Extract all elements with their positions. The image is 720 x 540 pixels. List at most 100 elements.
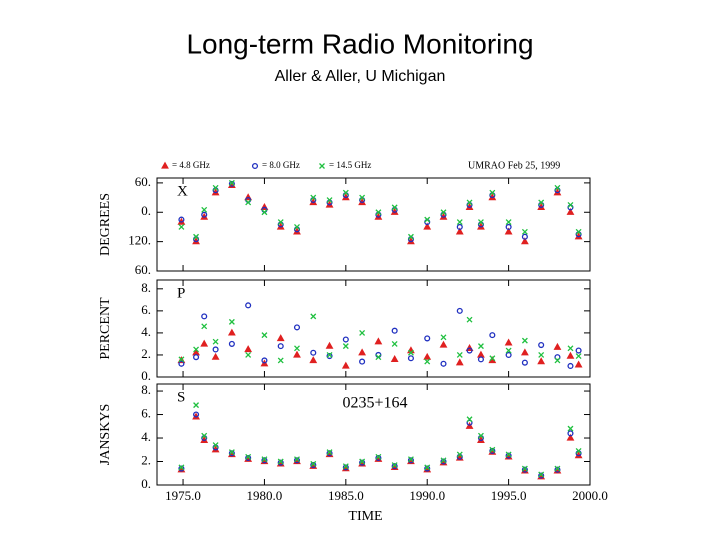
data-point	[391, 463, 398, 470]
data-point	[466, 347, 473, 354]
data-point	[456, 223, 463, 230]
data-point	[407, 456, 414, 463]
data-point	[211, 352, 220, 360]
data-point	[193, 346, 200, 353]
data-point	[575, 347, 582, 354]
y-tick-label: 0.	[141, 368, 151, 383]
data-point	[359, 458, 366, 465]
data-point	[342, 336, 349, 343]
data-point	[575, 353, 582, 360]
data-point	[359, 358, 366, 365]
data-point	[261, 209, 268, 216]
data-point	[201, 313, 208, 320]
data-point	[504, 338, 513, 346]
data-point	[520, 348, 529, 356]
data-point	[456, 307, 463, 314]
legend-label: = 4.8 GHz	[172, 160, 210, 170]
data-point	[538, 341, 545, 349]
data-point	[567, 430, 574, 437]
data-point	[553, 342, 562, 350]
data-point	[489, 189, 496, 196]
data-point	[466, 316, 473, 323]
data-point	[277, 219, 284, 226]
data-point	[456, 451, 463, 458]
data-point	[390, 355, 399, 363]
data-point	[466, 419, 473, 426]
x-tick-label: 1985.0	[328, 488, 364, 503]
legend-marker	[161, 161, 169, 169]
data-point	[424, 465, 431, 472]
data-point	[277, 357, 284, 364]
y-tick-label: 6.	[141, 302, 151, 317]
data-point	[310, 313, 317, 320]
y-tick-label: 8.	[141, 382, 151, 397]
data-point	[359, 194, 366, 201]
data-point	[245, 351, 252, 358]
data-point	[575, 447, 582, 454]
panel-label: S	[177, 389, 185, 405]
y-tick-label: 4.	[141, 429, 151, 444]
data-point	[193, 411, 200, 418]
data-point	[193, 233, 200, 240]
annotation: 0235+164	[342, 395, 407, 412]
data-point	[456, 219, 463, 226]
data-point	[342, 189, 349, 196]
data-point	[407, 233, 414, 240]
data-point	[375, 454, 382, 462]
data-point	[424, 464, 431, 471]
slide-subtitle: Aller & Aller, U Michigan	[275, 68, 446, 85]
data-point	[228, 179, 235, 186]
data-point	[440, 458, 447, 465]
data-point	[375, 354, 382, 361]
data-point	[201, 323, 208, 330]
data-point	[212, 184, 219, 191]
data-point	[228, 449, 235, 456]
data-point	[567, 425, 574, 432]
data-point	[407, 349, 414, 356]
data-point	[407, 355, 414, 362]
data-point	[477, 219, 484, 226]
data-point	[489, 447, 496, 454]
data-point	[505, 351, 512, 359]
data-point	[505, 219, 512, 226]
data-point	[310, 460, 317, 467]
data-point	[359, 459, 366, 466]
y-tick-label: 120.	[128, 233, 151, 248]
data-point	[566, 433, 575, 441]
y-tick-label: 6.	[141, 406, 151, 421]
data-point	[178, 464, 185, 471]
data-point	[566, 351, 575, 359]
data-point	[193, 402, 200, 409]
data-point	[466, 416, 473, 423]
data-point	[178, 223, 185, 230]
data-point	[193, 354, 200, 361]
data-point	[423, 352, 432, 360]
data-point	[424, 216, 431, 223]
data-point	[342, 464, 349, 471]
data-point	[567, 201, 574, 208]
data-point	[244, 345, 253, 353]
data-point	[326, 353, 333, 360]
data-point	[505, 223, 512, 230]
data-point	[228, 450, 235, 457]
x-tick-label: 2000.0	[572, 488, 608, 503]
plot-frame	[156, 279, 591, 378]
plot-frame	[156, 177, 591, 272]
data-point	[538, 199, 545, 206]
data-point	[245, 199, 252, 206]
data-point	[294, 223, 300, 230]
data-point	[455, 227, 464, 235]
note: UMRAO Feb 25, 1999	[468, 160, 560, 171]
data-point	[521, 337, 528, 344]
data-point	[440, 457, 447, 464]
data-point	[477, 343, 484, 350]
data-point	[504, 227, 513, 235]
data-point	[521, 466, 528, 473]
data-point	[489, 332, 496, 339]
data-point	[374, 337, 383, 345]
data-point	[537, 357, 546, 365]
x-axis-label: TIME	[348, 509, 382, 524]
data-point	[456, 351, 463, 358]
data-point	[574, 360, 583, 368]
